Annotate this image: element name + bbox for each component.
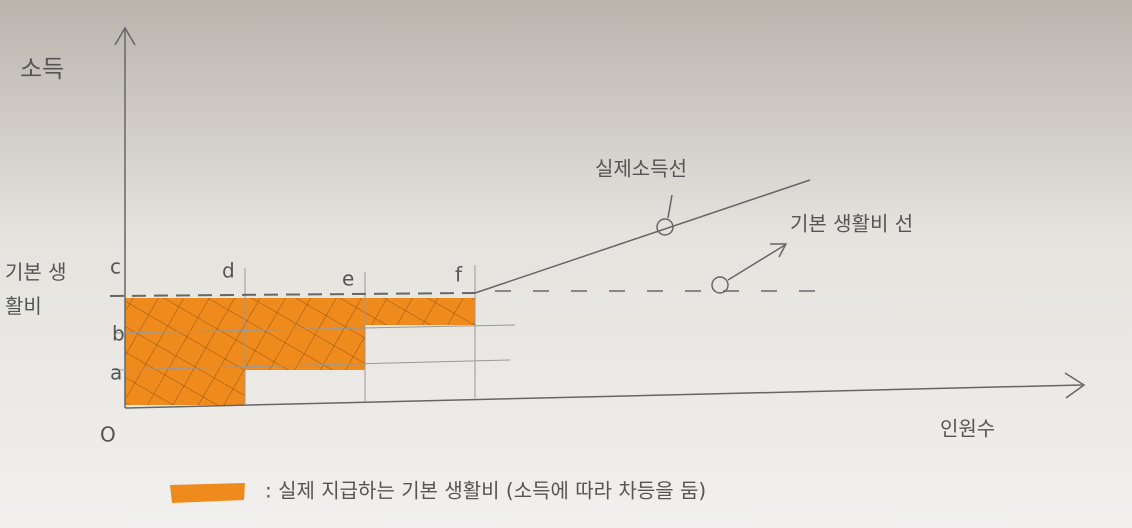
level-a: a	[110, 361, 122, 385]
point-d: d	[222, 259, 235, 283]
basic-marker	[711, 276, 729, 294]
basic-label-box: 기본 생활비	[5, 260, 67, 318]
income-line	[474, 179, 811, 294]
income-pointer	[667, 194, 673, 219]
x-label: 인원수	[940, 417, 995, 441]
x-arrow	[1064, 372, 1086, 399]
basic-line	[109, 292, 476, 297]
paid-area	[125, 298, 475, 405]
basic-label: 기본 생활비	[5, 260, 67, 318]
x-axis	[124, 384, 1083, 409]
income-annotation: 실제소득선	[595, 157, 687, 181]
point-e: e	[342, 267, 354, 291]
guide-b	[114, 324, 516, 334]
y-label: 소득	[20, 55, 64, 83]
basic-pointer	[727, 243, 788, 281]
legend-swatch	[170, 483, 245, 503]
level-c: c	[110, 255, 121, 279]
point-f: f	[455, 263, 463, 287]
y-arrow	[114, 26, 136, 46]
origin: O	[100, 423, 116, 447]
basic-annotation: 기본 생활비 선	[790, 212, 913, 236]
guide-a	[114, 359, 511, 371]
legend-text: : 실제 지급하는 기본 생활비 (소득에 따라 차등을 둠)	[265, 479, 706, 503]
income-marker	[656, 218, 674, 236]
level-b: b	[112, 322, 125, 346]
